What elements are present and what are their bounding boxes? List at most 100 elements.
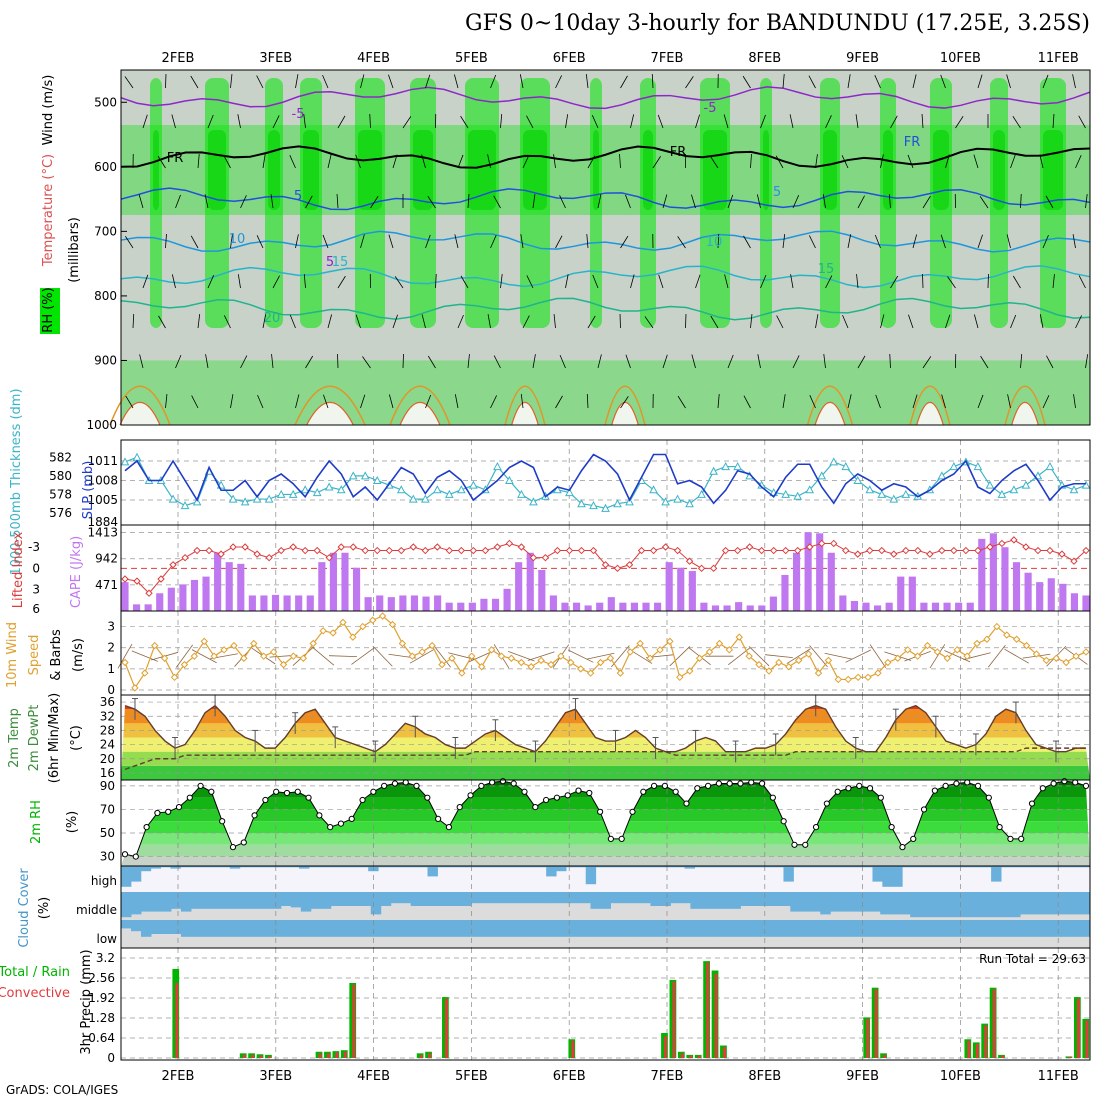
wind-speed-point [388, 620, 397, 629]
cloud-low-bar [510, 920, 522, 937]
wind-barb [360, 394, 366, 409]
rh-core [703, 130, 727, 210]
cloud-high-bar [328, 866, 340, 868]
cloud-low-bar [1070, 920, 1081, 937]
temp-axis-label-d: (°C) [69, 725, 84, 751]
wind-barb [977, 74, 983, 89]
lifted-index-point [397, 546, 405, 555]
lifted-axis-label: Lifted Index [11, 531, 26, 608]
cloud-low-bar [700, 920, 711, 937]
cloud-middle-bar [380, 892, 392, 906]
wind-speed-point [319, 627, 327, 635]
cloud-low-bar [970, 920, 981, 937]
wind-speed-point [398, 639, 407, 648]
wind-barb [553, 314, 556, 329]
rh-point [780, 818, 787, 825]
wind-speed-point [448, 654, 456, 662]
rh-point [661, 782, 668, 789]
rh-point [910, 835, 917, 843]
wind-speed-point [596, 658, 605, 667]
wind-speed-point [468, 652, 476, 660]
cloud-high-bar [437, 866, 448, 868]
cape-bar [422, 596, 430, 611]
wind-speed-point [666, 637, 674, 646]
cape-bar [225, 562, 233, 611]
wind-speed-point [963, 652, 971, 660]
cloud-low-bar [280, 920, 292, 937]
wind-barb [388, 234, 394, 249]
cape-bar [688, 571, 696, 611]
cloud-middle-bar [670, 892, 681, 904]
wind-barb [360, 234, 365, 249]
cloud-low-bar [160, 920, 172, 934]
isotherm-label: 5 [326, 255, 334, 270]
wind-barb [857, 355, 866, 369]
lifted-index-point [193, 546, 201, 555]
cape-bar [480, 598, 488, 611]
panel-slp-thickness: 582 580 578 576 1011 1008 1005 1884 1000-500mb T… [9, 388, 1091, 576]
wind-barb [912, 394, 918, 409]
lifted-index-point [121, 575, 129, 583]
wind-barb [809, 395, 816, 409]
wind-barb [597, 194, 602, 209]
rh-core [523, 130, 547, 210]
cloud-middle-bar [250, 892, 262, 909]
cloud-middle-bar [540, 892, 552, 904]
rh-point [672, 788, 679, 795]
cloud-middle-bar [940, 892, 951, 918]
lifted-index-point [818, 539, 826, 548]
wind-barb [841, 155, 849, 169]
cloud-low-bar [360, 920, 372, 937]
lifted-index-point [553, 546, 562, 555]
lifted-index-point [589, 546, 598, 555]
cape-bar [700, 602, 708, 611]
cloud-low-bar [870, 920, 881, 937]
lifted-index-point [938, 546, 946, 555]
wind-barb [1039, 314, 1044, 329]
rh-band [121, 844, 1090, 857]
lifted-index-point [830, 539, 838, 548]
cloud-middle-bar [800, 892, 811, 912]
wind-barb [394, 276, 404, 289]
cloud-low-bar [250, 920, 262, 937]
cloud-high-bar [219, 866, 231, 868]
cloud-low-bar [520, 920, 532, 937]
cloud-high-bar [1080, 866, 1091, 868]
isotherm-0 [120, 145, 1091, 169]
wind-barb [912, 234, 918, 249]
wind-barb [677, 395, 686, 409]
lifted-index-point [1046, 546, 1054, 555]
date-label-top-4feb: 4FEB [357, 51, 390, 66]
temp-axis-label-c: (6hr Min/Max) [47, 693, 62, 783]
cloud-row-low: low [97, 932, 118, 946]
cloud-high-bar [635, 866, 646, 868]
wind-barb [425, 74, 431, 89]
thickness-axis-label: 1000-500mb Thickness (dm) [9, 388, 24, 575]
cape-bar [897, 576, 905, 611]
wind-barb [1075, 315, 1082, 329]
cloud-high-bar [180, 866, 191, 868]
precip-convective-bar [680, 1053, 684, 1058]
wind-speed-point [1003, 631, 1011, 639]
lifted-index-point [721, 546, 730, 555]
cloud-high-bar [1030, 866, 1042, 868]
cloud-low-bar [620, 920, 631, 937]
wind-barb [625, 354, 631, 369]
wind-barb [205, 354, 209, 369]
wind-barb [880, 314, 885, 329]
cape-bar [341, 552, 349, 611]
lifted-index-point [625, 561, 634, 569]
wind-barb [230, 74, 233, 89]
date-label-top-3feb: 3FEB [259, 51, 292, 66]
thickness-point [408, 494, 418, 503]
cape-bar [445, 602, 453, 611]
rh-point [327, 824, 334, 831]
precip-tick: 3.2 [96, 951, 115, 965]
precip-convective-bar [352, 984, 356, 1058]
wind-barb [270, 194, 274, 209]
cloud-middle-bar [630, 892, 641, 904]
wind-barb [979, 196, 989, 209]
wind-barb [322, 74, 329, 89]
cape-bar [1036, 582, 1044, 611]
